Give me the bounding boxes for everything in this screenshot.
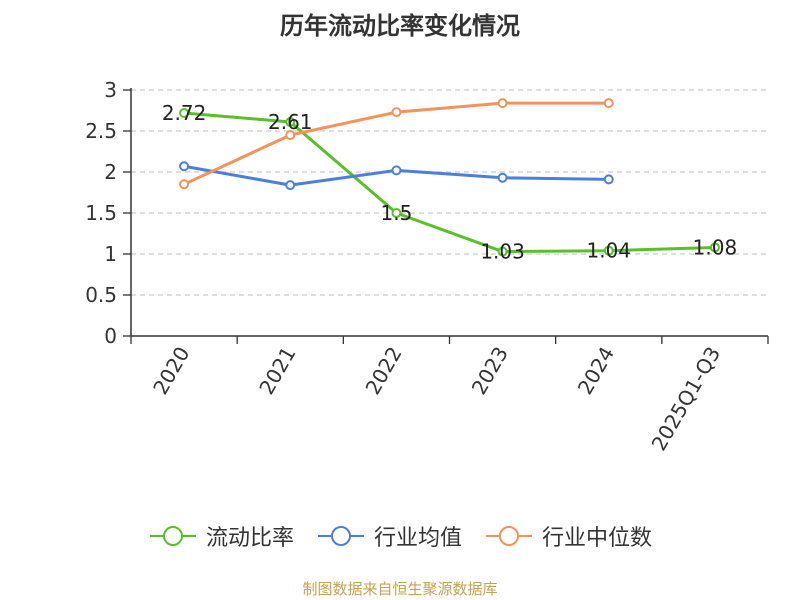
source-note: 制图数据来自恒生聚源数据库 [302,580,498,598]
x-tick-label: 2025Q1-Q3 [647,343,726,455]
x-tick-label: 2024 [573,343,619,399]
legend-item-industry-mean[interactable]: 行业均值 [316,520,462,552]
data-point [179,107,190,118]
legend-marker-industry-mean [317,526,364,546]
legend-item-current-ratio[interactable]: 流动比率 [148,520,294,552]
chart-title: 历年流动比率变化情况 [280,12,520,40]
legend: 流动比率 行业均值 行业中位数 [0,520,800,552]
data-point [497,172,508,183]
data-point [497,246,508,257]
legend-label-current-ratio: 流动比率 [205,526,294,551]
y-tick-label: 1.5 [85,201,117,225]
line-chart: 0 0.5 1 1.5 2 2.5 3 2020 2021 2022 2023 2024 2025Q1-… [85,78,769,455]
legend-marker-current-ratio [149,526,196,546]
data-label: 1.04 [586,239,631,263]
data-label: 2.72 [162,101,207,125]
data-point [603,245,614,256]
data-label: 1.08 [693,235,738,259]
data-point [391,208,402,218]
y-tick-label: 3 [104,78,117,102]
data-point [285,130,296,141]
x-tick-label: 2022 [361,343,407,399]
data-point [179,179,190,190]
data-label: 1.5 [381,201,413,225]
x-tick-label: 2023 [467,343,513,399]
data-point [179,161,190,172]
data-label: 1.03 [480,240,525,264]
legend-marker-industry-median [486,526,532,546]
y-tick-label: 2.5 [85,119,117,143]
data-point [391,165,402,176]
series-line-0 [183,111,715,254]
y-tick-label: 0 [104,324,117,348]
data-point [497,98,508,109]
x-tick-label: 2021 [254,343,300,399]
legend-label-industry-median: 行业中位数 [542,526,653,551]
legend-item-industry-median[interactable]: 行业中位数 [484,520,652,552]
y-tick-label: 1 [104,242,117,266]
data-point [285,116,296,127]
data-point [391,107,402,118]
legend-label-industry-mean: 行业均值 [373,526,462,551]
data-point [603,174,614,185]
x-tick-label: 2020 [148,343,194,399]
y-tick-label: 2 [104,160,117,184]
data-point [709,242,720,253]
data-label: 2.61 [268,110,313,134]
data-point [285,180,296,191]
data-point [603,98,614,109]
y-tick-label: 0.5 [85,283,117,307]
